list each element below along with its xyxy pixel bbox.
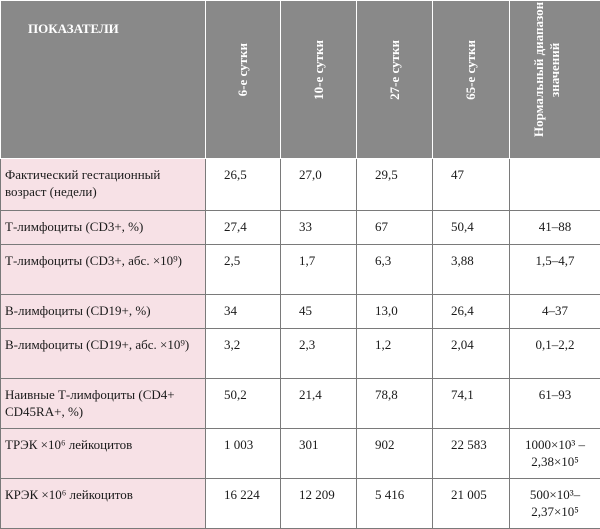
row-label: Т-лимфоциты (CD3+, абс. ×10⁹) (1, 245, 206, 295)
header-day-65: 65-е сутки (433, 1, 510, 159)
cell-normal-range: 1000×10³ – 2,38×10⁵ (510, 429, 600, 479)
header-normal-range-label: Нормальный диапазон значений (531, 1, 579, 138)
cell-day-27: 67 (357, 211, 433, 245)
header-day-27: 27-е сутки (357, 1, 433, 159)
cell-day-27: 13,0 (357, 295, 433, 329)
cell-day-65: 47 (433, 159, 510, 211)
cell-day-27: 29,5 (357, 159, 433, 211)
cell-normal-range: 41–88 (510, 211, 600, 245)
cell-normal-range (510, 159, 600, 211)
table-header: ПОКАЗАТЕЛИ 6-е сутки 10-е сутки 27-е сут… (1, 1, 600, 159)
cell-day-10: 45 (281, 295, 357, 329)
header-day-6: 6-е сутки (206, 1, 281, 159)
cell-day-65: 74,1 (433, 379, 510, 429)
table-row: В-лимфоциты (CD19+, абс. ×10⁹) 3,2 2,3 1… (1, 329, 600, 379)
cell-day-6: 3,2 (206, 329, 281, 379)
cell-normal-range: 4–37 (510, 295, 600, 329)
cell-day-6: 50,2 (206, 379, 281, 429)
cell-day-10: 2,3 (281, 329, 357, 379)
table-row: Фактический гестационный возраст (недели… (1, 159, 600, 211)
cell-day-6: 1 003 (206, 429, 281, 479)
cell-day-10: 21,4 (281, 379, 357, 429)
cell-day-10: 1,7 (281, 245, 357, 295)
cell-day-27: 1,2 (357, 329, 433, 379)
table-row: В-лимфоциты (CD19+, %) 34 45 13,0 26,4 4… (1, 295, 600, 329)
cell-normal-range: 61–93 (510, 379, 600, 429)
table-row: Т-лимфоциты (CD3+, %) 27,4 33 67 50,4 41… (1, 211, 600, 245)
header-day-6-label: 6-е сутки (235, 43, 251, 96)
cell-day-65: 26,4 (433, 295, 510, 329)
cell-normal-range: 0,1–2,2 (510, 329, 600, 379)
cell-day-27: 6,3 (357, 245, 433, 295)
header-day-65-label: 65-е сутки (463, 40, 479, 100)
header-normal-range: Нормальный диапазон значений (510, 1, 600, 159)
table-row: Наивные Т-лимфоциты (CD4+ CD45RA+, %) 50… (1, 379, 600, 429)
table-body: Фактический гестационный возраст (недели… (1, 159, 600, 529)
row-label: В-лимфоциты (CD19+, %) (1, 295, 206, 329)
cell-day-65: 22 583 (433, 429, 510, 479)
cell-day-6: 26,5 (206, 159, 281, 211)
cell-day-65: 2,04 (433, 329, 510, 379)
table-row: ТРЭК ×10⁶ лейкоцитов 1 003 301 902 22 58… (1, 429, 600, 479)
row-label: Фактический гестационный возраст (недели… (1, 159, 206, 211)
cell-day-27: 902 (357, 429, 433, 479)
cell-normal-range: 1,5–4,7 (510, 245, 600, 295)
row-label: Наивные Т-лимфоциты (CD4+ CD45RA+, %) (1, 379, 206, 429)
header-day-10-label: 10-е сутки (311, 40, 327, 100)
header-row: ПОКАЗАТЕЛИ 6-е сутки 10-е сутки 27-е сут… (1, 1, 600, 159)
cell-day-6: 27,4 (206, 211, 281, 245)
cell-day-10: 27,0 (281, 159, 357, 211)
header-day-27-label: 27-е сутки (387, 40, 403, 100)
cell-day-10: 33 (281, 211, 357, 245)
cell-day-65: 50,4 (433, 211, 510, 245)
row-label: ТРЭК ×10⁶ лейкоцитов (1, 429, 206, 479)
cell-day-10: 301 (281, 429, 357, 479)
cell-day-65: 3,88 (433, 245, 510, 295)
cell-day-6: 34 (206, 295, 281, 329)
row-label: Т-лимфоциты (CD3+, %) (1, 211, 206, 245)
cell-day-27: 78,8 (357, 379, 433, 429)
table-row: Т-лимфоциты (CD3+, абс. ×10⁹) 2,5 1,7 6,… (1, 245, 600, 295)
row-label: В-лимфоциты (CD19+, абс. ×10⁹) (1, 329, 206, 379)
header-day-10: 10-е сутки (281, 1, 357, 159)
cell-day-6: 2,5 (206, 245, 281, 295)
header-indicators: ПОКАЗАТЕЛИ (1, 1, 206, 159)
